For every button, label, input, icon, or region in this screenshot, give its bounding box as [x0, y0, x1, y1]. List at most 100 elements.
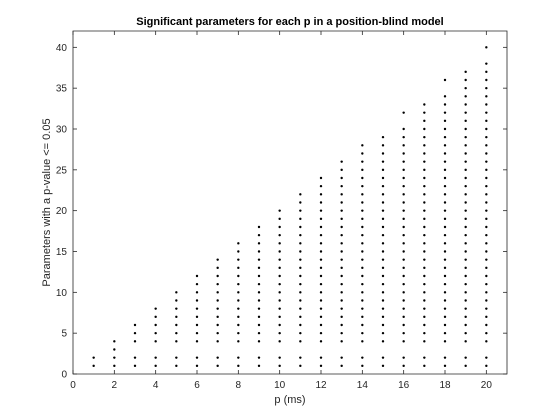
data-point	[195, 364, 199, 368]
data-point	[299, 307, 302, 310]
data-point	[175, 291, 178, 294]
data-point	[361, 209, 364, 212]
data-point	[278, 331, 281, 335]
data-point	[423, 242, 426, 245]
data-point	[133, 364, 137, 368]
data-point	[340, 242, 343, 245]
data-point	[319, 184, 323, 188]
y-tick-label: 5	[61, 329, 67, 340]
data-point	[361, 266, 364, 270]
data-point	[485, 111, 488, 114]
data-point	[381, 193, 385, 196]
data-point	[257, 282, 261, 286]
data-point	[195, 282, 199, 286]
data-point	[423, 323, 426, 327]
data-point	[340, 160, 343, 163]
data-point	[361, 307, 364, 310]
data-point	[299, 209, 302, 212]
data-point	[423, 274, 426, 278]
data-point	[423, 258, 426, 261]
data-point	[485, 282, 488, 286]
data-point	[195, 331, 199, 335]
data-point	[485, 258, 488, 261]
data-point	[443, 299, 447, 302]
data-point	[257, 299, 261, 302]
data-point	[485, 176, 488, 180]
data-point	[340, 340, 343, 343]
data-point	[133, 331, 137, 335]
data-point	[381, 356, 385, 359]
data-point	[340, 299, 343, 302]
y-axis-ticks: 0 5 10 15 20 25 30 35 40	[56, 43, 507, 381]
data-point	[402, 193, 405, 196]
data-point	[216, 356, 219, 359]
data-point	[381, 184, 385, 188]
data-point	[154, 356, 157, 359]
data-point	[464, 233, 467, 237]
data-point	[402, 331, 405, 335]
data-point	[319, 201, 323, 204]
data-points	[92, 46, 488, 368]
data-point	[464, 119, 467, 123]
data-point	[340, 364, 343, 368]
data-point	[257, 274, 261, 278]
x-tick-label: 6	[194, 380, 200, 391]
data-point	[423, 299, 426, 302]
data-point	[423, 103, 426, 106]
data-point	[340, 193, 343, 196]
data-point	[402, 225, 405, 229]
data-point	[216, 364, 219, 368]
data-point	[257, 233, 261, 237]
data-point	[485, 266, 488, 270]
data-point	[257, 258, 261, 261]
data-point	[175, 356, 178, 359]
data-point	[443, 95, 447, 98]
data-point	[299, 250, 302, 253]
data-point	[423, 111, 426, 114]
data-point	[464, 103, 467, 106]
data-point	[464, 217, 467, 221]
data-point	[381, 152, 385, 155]
data-point	[485, 160, 488, 163]
data-point	[278, 340, 281, 343]
data-point	[464, 274, 467, 278]
data-point	[299, 217, 302, 221]
data-point	[464, 111, 467, 114]
data-point	[257, 331, 261, 335]
data-point	[361, 144, 364, 147]
data-point	[319, 307, 323, 310]
data-point	[443, 160, 447, 163]
data-point	[278, 291, 281, 294]
x-tick-label: 16	[398, 380, 410, 391]
data-point	[361, 258, 364, 261]
data-point	[402, 233, 405, 237]
data-point	[319, 340, 323, 343]
data-point	[485, 331, 488, 335]
y-tick-label: 0	[61, 370, 67, 381]
data-point	[319, 274, 323, 278]
y-tick-label: 35	[56, 84, 68, 95]
data-point	[257, 225, 261, 229]
data-point	[402, 291, 405, 294]
data-point	[464, 95, 467, 98]
data-point	[299, 274, 302, 278]
data-point	[443, 356, 447, 359]
data-point	[443, 127, 447, 131]
data-point	[299, 323, 302, 327]
data-point	[299, 193, 302, 196]
data-point	[299, 291, 302, 294]
data-point	[361, 315, 364, 319]
data-point	[423, 266, 426, 270]
data-point	[361, 356, 364, 359]
data-point	[319, 217, 323, 221]
data-point	[443, 201, 447, 204]
data-point	[361, 250, 364, 253]
x-tick-label: 10	[274, 380, 286, 391]
x-tick-label: 12	[315, 380, 327, 391]
data-point	[278, 258, 281, 261]
data-point	[381, 307, 385, 310]
data-point	[361, 274, 364, 278]
data-point	[278, 225, 281, 229]
data-point	[319, 225, 323, 229]
data-point	[319, 233, 323, 237]
